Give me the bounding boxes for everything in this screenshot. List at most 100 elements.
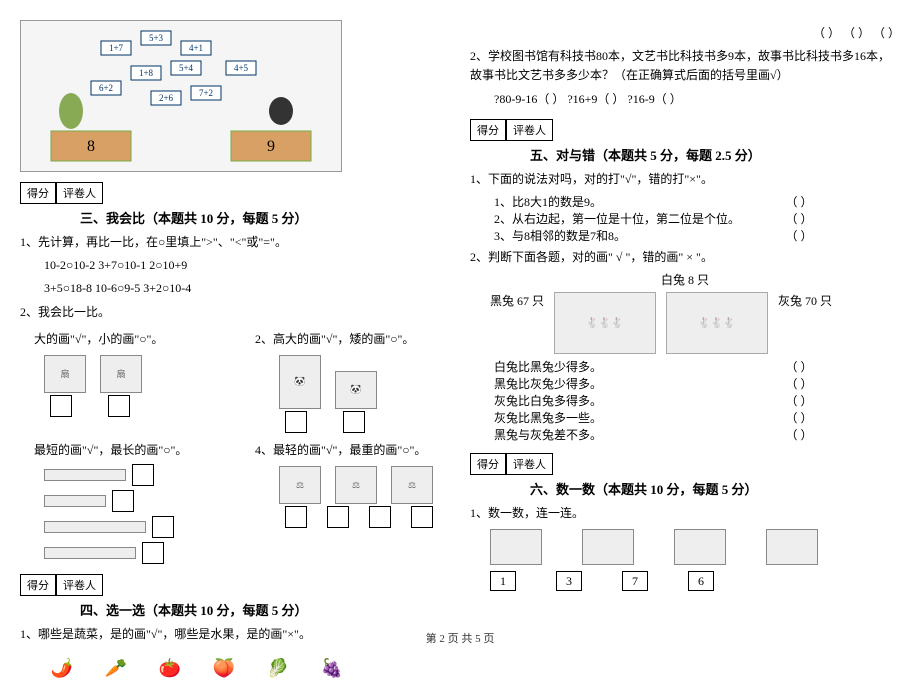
compare-block-2: 最短的画"√"，最长的画"○"。 4、最轻的画"√"，最重的画"○"。 ⚖ ⚖ … <box>20 437 450 564</box>
count-box-3[interactable]: 7 <box>622 571 648 591</box>
radish-icon: 🌶️ <box>44 650 80 686</box>
scale-1: ⚖ <box>279 466 321 504</box>
s5-s3: 3、与8相邻的数是7和8。 <box>494 227 626 244</box>
section-4-title: 四、选一选（本题共 10 分，每题 5 分） <box>80 600 450 619</box>
panda-tall: 🐼 <box>279 355 321 409</box>
count-boxes: 1 3 7 6 <box>490 571 900 591</box>
blank-paren[interactable] <box>784 193 814 210</box>
svg-text:6+2: 6+2 <box>99 83 113 93</box>
count-box-4[interactable]: 6 <box>688 571 714 591</box>
s6-q1: 1、数一数，连一连。 <box>470 504 900 523</box>
count-img-3 <box>674 529 726 565</box>
s5-l3: 灰兔比白兔多得多。 <box>494 392 602 409</box>
grape-icon: 🍇 <box>314 650 350 686</box>
blank-paren[interactable] <box>784 210 814 227</box>
section-5-title: 五、对与错（本题共 5 分，每题 2.5 分） <box>530 145 900 164</box>
answer-box[interactable] <box>112 490 134 512</box>
svg-text:2+6: 2+6 <box>159 93 174 103</box>
svg-text:9: 9 <box>267 138 275 155</box>
count-box-2[interactable]: 3 <box>556 571 582 591</box>
blank-paren[interactable] <box>784 392 814 409</box>
carrot-icon: 🥕 <box>98 650 134 686</box>
answer-box[interactable] <box>327 506 349 528</box>
scale-3: ⚖ <box>391 466 433 504</box>
reviewer-label: 评卷人 <box>506 119 553 141</box>
score-box-6: 得分 评卷人 <box>470 453 900 475</box>
reviewer-label: 评卷人 <box>506 453 553 475</box>
scale-2: ⚖ <box>335 466 377 504</box>
light-heavy-label: 4、最轻的画"√"，最重的画"○"。 <box>255 441 450 460</box>
grey-rabbit-label: 灰兔 70 只 <box>778 292 832 309</box>
count-img-4 <box>766 529 818 565</box>
count-box-1[interactable]: 1 <box>490 571 516 591</box>
s5-q1: 1、下面的说法对吗，对的打"√"，错的打"×"。 <box>470 170 900 189</box>
svg-text:1+8: 1+8 <box>139 68 154 78</box>
left-column: 8 9 1+7 5+3 6+2 1+8 5+4 4+1 2+6 7+2 4+5 <box>20 20 450 686</box>
s3-q1: 1、先计算，再比一比，在○里填上">"、"<"或"="。 <box>20 233 450 252</box>
top-illustration: 8 9 1+7 5+3 6+2 1+8 5+4 4+1 2+6 7+2 4+5 <box>20 20 342 172</box>
count-img-2 <box>582 529 634 565</box>
count-img-1 <box>490 529 542 565</box>
answer-box[interactable] <box>152 516 174 538</box>
short-long-label: 最短的画"√"，最长的画"○"。 <box>34 441 215 460</box>
rope-3 <box>44 521 146 533</box>
rope-1 <box>44 469 126 481</box>
s5-l5: 黑兔与灰兔差不多。 <box>494 426 602 443</box>
svg-text:8: 8 <box>87 138 95 155</box>
bug-cards-svg: 8 9 1+7 5+3 6+2 1+8 5+4 4+1 2+6 7+2 4+5 <box>21 21 341 171</box>
right-q2-opts: ?80-9-16（ ） ?16+9（ ） ?16-9（ ） <box>494 90 900 109</box>
s5-l4: 灰兔比黑兔多一些。 <box>494 409 602 426</box>
answer-box[interactable] <box>285 506 307 528</box>
tomato-icon: 🍅 <box>152 650 188 686</box>
rope-2 <box>44 495 106 507</box>
big-small-label: 大的画"√"，小的画"○"。 <box>34 330 215 349</box>
right-column: （ ） （ ） （ ） 2、学校图书馆有科技书80本，文艺书比科技书多9本，故事… <box>470 20 900 686</box>
white-rabbit-label: 白兔 8 只 <box>470 271 900 288</box>
s5-l1: 白兔比黑兔少得多。 <box>494 358 602 375</box>
cabbage-icon: 🥬 <box>260 650 296 686</box>
blank-paren[interactable] <box>784 375 814 392</box>
score-box-3: 得分 评卷人 <box>20 182 450 204</box>
score-label: 得分 <box>20 574 56 596</box>
fan-small: 扇 <box>100 355 142 393</box>
s5-s1: 1、比8大1的数是9。 <box>494 193 602 210</box>
right-q2-text: 2、学校图书馆有科技书80本，文艺书比科技书多9本，故事书比科技书多16本，故事… <box>470 47 900 85</box>
answer-box[interactable] <box>343 411 365 433</box>
blank-paren[interactable] <box>784 358 814 375</box>
compare-block: 大的画"√"，小的画"○"。 扇 扇 2、高大的画"√"，矮的画"○"。 🐼 🐼 <box>20 326 450 433</box>
answer-box[interactable] <box>142 542 164 564</box>
s3-calc2: 3+5○18-8 10-6○9-5 3+2○10-4 <box>44 279 450 298</box>
tall-short-label: 2、高大的画"√"，矮的画"○"。 <box>255 330 450 349</box>
answer-box[interactable] <box>369 506 391 528</box>
s5-q2: 2、判断下面各题，对的画" √ "，错的画" × "。 <box>470 248 900 267</box>
panda-short: 🐼 <box>335 371 377 409</box>
blank-paren[interactable] <box>784 409 814 426</box>
rabbit-illus-black: 🐇🐇🐇 <box>554 292 656 354</box>
peach-icon: 🍑 <box>206 650 242 686</box>
svg-text:7+2: 7+2 <box>199 88 213 98</box>
s5-s2: 2、从右边起，第一位是十位，第二位是个位。 <box>494 210 740 227</box>
answer-box[interactable] <box>50 395 72 417</box>
score-box-5: 得分 评卷人 <box>470 119 900 141</box>
svg-text:4+1: 4+1 <box>189 43 203 53</box>
reviewer-label: 评卷人 <box>56 182 103 204</box>
score-label: 得分 <box>470 119 506 141</box>
answer-box[interactable] <box>411 506 433 528</box>
blank-paren[interactable] <box>784 426 814 443</box>
rabbit-illus-grey: 🐇🐇🐇 <box>666 292 768 354</box>
score-label: 得分 <box>20 182 56 204</box>
veg-row: 🌶️ 🥕 🍅 🍑 🥬 🍇 <box>44 650 450 686</box>
answer-box[interactable] <box>285 411 307 433</box>
section-6-title: 六、数一数（本题共 10 分，每题 5 分） <box>530 479 900 498</box>
answer-box[interactable] <box>132 464 154 486</box>
s5-l2: 黑兔比灰兔少得多。 <box>494 375 602 392</box>
count-images <box>490 529 900 565</box>
rope-4 <box>44 547 136 559</box>
answer-box[interactable] <box>108 395 130 417</box>
section-3-title: 三、我会比（本题共 10 分，每题 5 分） <box>80 208 450 227</box>
s3-calc1: 10-2○10-2 3+7○10-1 2○10+9 <box>44 256 450 275</box>
svg-text:5+4: 5+4 <box>179 63 194 73</box>
svg-text:1+7: 1+7 <box>109 43 124 53</box>
score-box-4: 得分 评卷人 <box>20 574 450 596</box>
blank-paren[interactable] <box>784 227 814 244</box>
